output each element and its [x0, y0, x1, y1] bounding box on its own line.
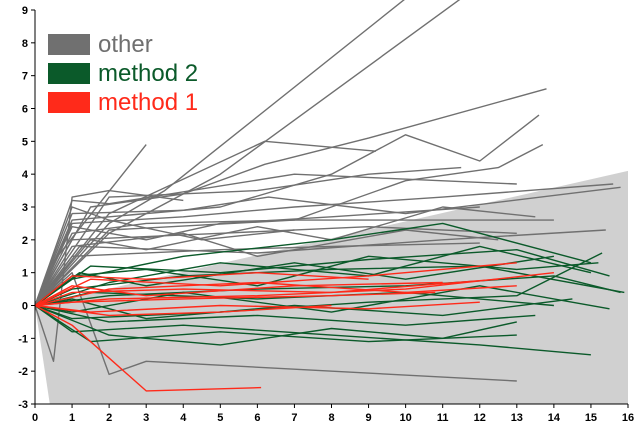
- series-method-1: [34, 262, 554, 392]
- x-tick-label: 1: [69, 412, 75, 424]
- series-line-method-1-5: [34, 281, 443, 307]
- series-line-other-12: [34, 88, 547, 306]
- series-line-other-15: [34, 166, 462, 306]
- series-layer: [34, 0, 625, 392]
- series-line-method-1-3: [34, 278, 499, 307]
- legend-swatch-method-2: [48, 63, 90, 84]
- y-tick-label: 0: [22, 301, 28, 313]
- y-tick-label: 2: [22, 235, 28, 247]
- series-line-other-10: [34, 0, 405, 306]
- y-tick-label: -3: [18, 399, 28, 411]
- x-tick-label: 2: [106, 412, 112, 424]
- series-method-2: [34, 222, 625, 356]
- series-line-other-19: [34, 206, 480, 306]
- x-tick-label: 15: [585, 412, 597, 424]
- series-line-other-2: [34, 189, 184, 362]
- y-tick-label: 7: [22, 71, 28, 83]
- series-line-other-14: [34, 114, 540, 306]
- series-other: [34, 0, 621, 382]
- x-tick-label: 10: [400, 412, 412, 424]
- series-line-other-17: [34, 272, 517, 382]
- x-tick-label: 14: [548, 412, 561, 424]
- series-line-other-5: [34, 183, 614, 306]
- series-line-method-2-11: [34, 245, 592, 307]
- series-line-other-11: [34, 0, 461, 307]
- legend-label-method-2: method 2: [98, 60, 198, 87]
- x-tick-label: 9: [366, 412, 372, 424]
- x-tick-label: 5: [217, 412, 223, 424]
- y-tick-label: 3: [22, 202, 28, 214]
- x-tick-label: 7: [291, 412, 297, 424]
- x-tick-label: 6: [254, 412, 260, 424]
- series-line-method-2-8: [34, 304, 536, 326]
- x-tick-label: 13: [511, 412, 523, 424]
- series-line-method-1-2: [34, 262, 517, 307]
- x-tick-label: 16: [622, 412, 634, 424]
- series-line-method-2-15: [34, 304, 517, 346]
- legend-swatch-method-1: [48, 92, 90, 113]
- series-line-method-2-12: [34, 285, 610, 313]
- y-tick-label: -1: [18, 333, 28, 345]
- y-tick-label: 9: [22, 5, 28, 17]
- y-tick-label: 1: [22, 268, 28, 280]
- series-line-method-2-7: [34, 304, 517, 343]
- series-line-method-1-10: [34, 272, 369, 307]
- series-line-other-9: [34, 242, 480, 306]
- series-line-method-1-9: [34, 304, 332, 317]
- x-tick-label: 3: [143, 412, 149, 424]
- y-tick-label: -2: [18, 366, 28, 378]
- x-tick-label: 8: [328, 412, 334, 424]
- legend-label-other: other: [98, 31, 153, 58]
- series-line-other-6: [34, 219, 554, 306]
- legend-swatch-other: [48, 34, 90, 55]
- series-line-method-1-8: [34, 291, 436, 307]
- series-line-method-2-6: [34, 304, 591, 356]
- x-tick-label: 4: [180, 412, 187, 424]
- x-tick-label: 0: [32, 412, 38, 424]
- series-line-other-16: [34, 143, 544, 306]
- legend: other method 2 method 1: [48, 31, 198, 116]
- y-tick-label: 6: [22, 104, 28, 116]
- series-line-other-18: [34, 206, 536, 306]
- series-line-other-20: [34, 229, 499, 306]
- y-tick-label: 5: [22, 136, 28, 148]
- series-line-other-13: [34, 140, 377, 306]
- series-line-method-1-7: [34, 281, 517, 307]
- series-line-method-1-4: [34, 272, 554, 307]
- series-line-method-1-1: [34, 304, 262, 392]
- y-tick-label: 4: [22, 169, 29, 181]
- x-tick-label: 12: [474, 412, 486, 424]
- series-line-other-21: [34, 206, 295, 306]
- legend-label-method-1: method 1: [98, 89, 198, 116]
- x-tick-label: 11: [437, 412, 449, 424]
- y-tick-label: 8: [22, 38, 28, 50]
